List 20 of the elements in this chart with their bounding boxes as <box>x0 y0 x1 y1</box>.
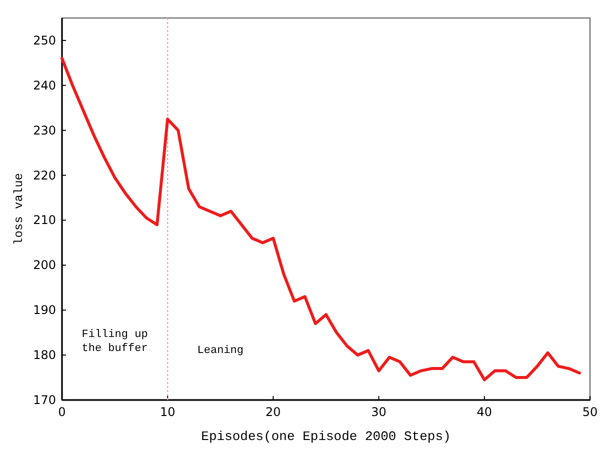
y-tick-label: 250 <box>33 33 56 48</box>
line-series <box>60 56 581 382</box>
y-tick-label: 230 <box>33 123 56 138</box>
y-tick-label: 170 <box>33 393 56 407</box>
x-axis-title: Episodes(one Episode 2000 Steps) <box>201 429 451 444</box>
x-tick-label: 30 <box>371 405 386 419</box>
y-axis-title: loss value <box>12 172 26 246</box>
x-tick-label: 10 <box>160 405 176 419</box>
y-tick-label: 220 <box>33 168 56 182</box>
annotation: Leaning <box>197 344 244 357</box>
y-tick-label: 240 <box>33 78 56 92</box>
x-tick-label: 20 <box>266 405 281 419</box>
x-tick-label: 50 <box>582 405 598 419</box>
x-tick-label: 0 <box>58 405 66 419</box>
x-tick-label: 40 <box>476 405 492 419</box>
y-tick-label: 190 <box>33 303 56 318</box>
y-tick-label: 210 <box>33 213 56 228</box>
y-tick-label: 200 <box>33 258 56 272</box>
annotation: Filling up the buffer <box>82 329 148 356</box>
y-tick-label: 180 <box>33 348 56 362</box>
